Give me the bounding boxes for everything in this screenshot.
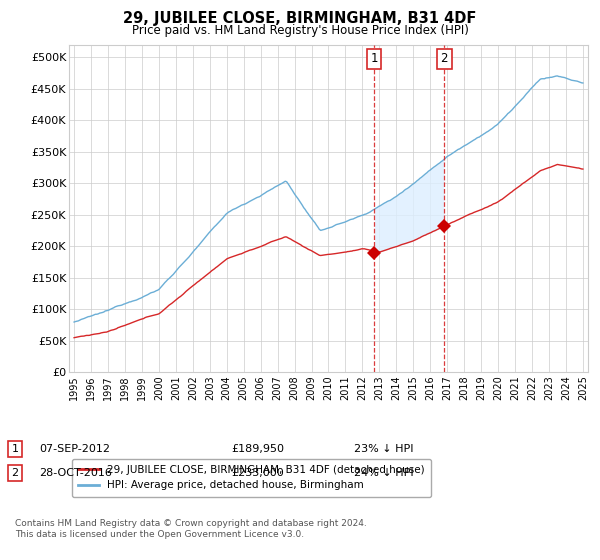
Text: 2: 2 [11,468,19,478]
Text: 1: 1 [11,444,19,454]
Legend: 29, JUBILEE CLOSE, BIRMINGHAM, B31 4DF (detached house), HPI: Average price, det: 29, JUBILEE CLOSE, BIRMINGHAM, B31 4DF (… [71,459,431,497]
Text: 1: 1 [370,52,378,65]
Text: Contains HM Land Registry data © Crown copyright and database right 2024.
This d: Contains HM Land Registry data © Crown c… [15,520,367,539]
Text: Price paid vs. HM Land Registry's House Price Index (HPI): Price paid vs. HM Land Registry's House … [131,24,469,36]
Text: 2: 2 [440,52,448,65]
Text: 23% ↓ HPI: 23% ↓ HPI [354,444,413,454]
Text: 24% ↓ HPI: 24% ↓ HPI [354,468,413,478]
Text: £189,950: £189,950 [231,444,284,454]
Text: 29, JUBILEE CLOSE, BIRMINGHAM, B31 4DF: 29, JUBILEE CLOSE, BIRMINGHAM, B31 4DF [124,11,476,26]
Text: £233,000: £233,000 [231,468,284,478]
Text: 07-SEP-2012: 07-SEP-2012 [39,444,110,454]
Text: 28-OCT-2016: 28-OCT-2016 [39,468,112,478]
